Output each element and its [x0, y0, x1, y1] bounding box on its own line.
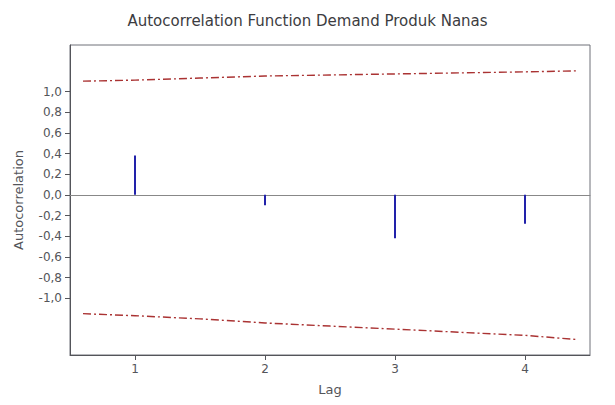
svg-text:0,8: 0,8	[43, 105, 62, 119]
svg-text:Autocorrelation Function Deman: Autocorrelation Function Demand Produk N…	[127, 12, 487, 30]
svg-text:3: 3	[391, 362, 399, 376]
svg-text:Lag: Lag	[318, 382, 341, 397]
svg-text:2: 2	[261, 362, 269, 376]
svg-text:0,0: 0,0	[43, 188, 62, 202]
svg-text:-0,4: -0,4	[39, 229, 62, 243]
svg-text:4: 4	[521, 362, 529, 376]
svg-text:-0,2: -0,2	[39, 209, 62, 223]
svg-text:0,4: 0,4	[43, 147, 62, 161]
svg-text:0,2: 0,2	[43, 167, 62, 181]
svg-text:-1,0: -1,0	[39, 291, 62, 305]
svg-text:0,6: 0,6	[43, 126, 62, 140]
svg-text:Autocorrelation: Autocorrelation	[11, 150, 26, 250]
svg-text:-0,8: -0,8	[39, 271, 62, 285]
svg-text:-0,6: -0,6	[39, 250, 62, 264]
svg-text:1,0: 1,0	[43, 85, 62, 99]
svg-text:1: 1	[131, 362, 139, 376]
